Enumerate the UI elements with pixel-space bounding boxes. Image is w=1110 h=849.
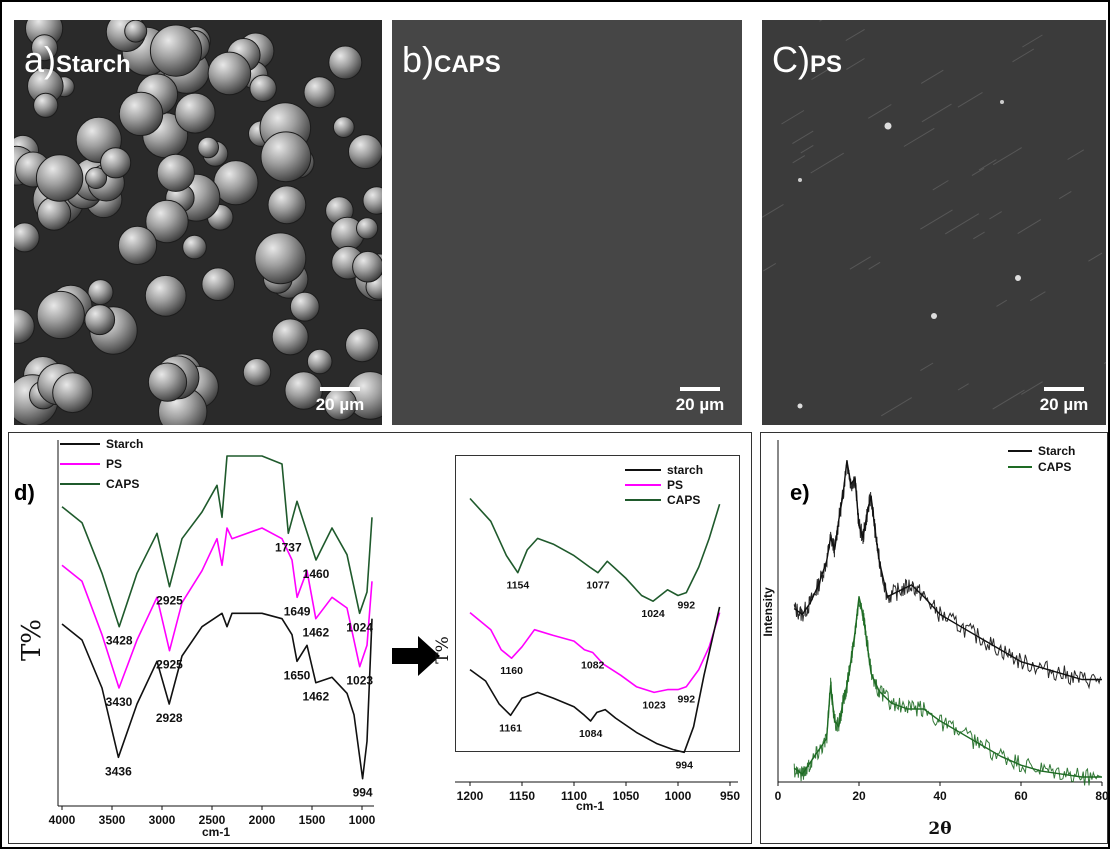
scale-bar-b: 20 µm	[670, 387, 730, 415]
xrd-panel	[760, 432, 1108, 844]
legend-label-starch: Starch	[106, 437, 143, 451]
x-tick-label-60: 60	[1014, 789, 1028, 803]
series-line-caps	[793, 596, 1102, 778]
x-tick-label-1100: 1100	[561, 789, 587, 803]
peak-label-caps-1077: 1077	[586, 580, 610, 592]
series-line-starch	[469, 606, 721, 754]
x-tick-label-2000: 2000	[249, 813, 276, 827]
sem-panel-starch: a)Starch 20 µm	[14, 20, 382, 425]
peak-label-ps-1023: 1023	[642, 699, 666, 711]
series-noise-caps	[793, 599, 1101, 786]
sem-image-starch	[14, 20, 382, 425]
peak-label-caps-1024: 1024	[641, 608, 665, 620]
peak-label-ps-1462: 1462	[302, 626, 329, 640]
x-tick-label-3000: 3000	[149, 813, 176, 827]
ftir-full-chart: d) T% cm-1 4000 3500 3000 2500 2000 1500 1000 …	[14, 437, 376, 839]
series-line-caps	[469, 497, 721, 602]
peak-label-caps-3428: 3428	[106, 634, 133, 648]
scale-bar-a: 20 µm	[310, 387, 370, 415]
peak-label-starch-1462: 1462	[302, 690, 329, 704]
series-line-ps	[469, 611, 721, 694]
peak-label-starch-3436: 3436	[105, 764, 132, 778]
legend-label-caps: CAPS	[106, 477, 139, 491]
x-tick-label-1150: 1150	[509, 789, 535, 803]
ftir-zoom-chart: T% cm-1 1200 1150 1100 1050 1000 950 1154 1077…	[433, 463, 740, 813]
legend-label-ps: PS	[667, 478, 683, 492]
x-tick-label-1200: 1200	[457, 789, 484, 803]
sem-image-ps	[762, 20, 1106, 425]
sem-image-caps	[392, 20, 742, 425]
x-tick-label-0: 0	[775, 789, 782, 803]
xrd-chart: e) Intensity 2θ 0 20 40 60 80 Starch CAPS	[761, 440, 1109, 839]
peak-label-caps-1154: 1154	[506, 580, 529, 592]
x-tick-label-1500: 1500	[299, 813, 326, 827]
series-line-caps	[61, 455, 373, 628]
x-tick-label-1000: 1000	[349, 813, 376, 827]
legend-label-caps: CAPS	[1038, 460, 1071, 474]
zoom-x-label: cm-1	[576, 799, 604, 813]
series-line-starch	[61, 612, 373, 780]
peak-label-ps-3430: 3430	[106, 695, 133, 709]
x-tick-label-80: 80	[1095, 789, 1109, 803]
ftir-y-label: T%	[17, 619, 47, 661]
peak-label-caps-992: 992	[678, 600, 696, 612]
x-tick-label-2500: 2500	[199, 813, 226, 827]
peak-label-ps-1160: 1160	[500, 665, 523, 677]
zoom-y-label: T%	[433, 636, 453, 664]
panel-label-b: b)CAPS	[402, 39, 501, 80]
peak-label-caps-1737: 1737	[275, 540, 302, 554]
x-tick-label-40: 40	[933, 789, 947, 803]
sem-panel-ps: C)PS 20 µm	[762, 20, 1106, 425]
peak-label-ps-1023: 1023	[346, 674, 373, 688]
panel-label-d: d)	[14, 480, 35, 505]
peak-label-caps-2925: 2925	[156, 594, 183, 608]
panel-label-e: e)	[790, 480, 810, 505]
x-tick-label-1000: 1000	[665, 789, 692, 803]
series-line-ps	[61, 527, 373, 689]
legend-label-ps: PS	[106, 457, 122, 471]
legend-label-starch: Starch	[1038, 444, 1075, 458]
peak-label-ps-2925: 2925	[156, 658, 183, 672]
ftir-zoom-box	[455, 455, 740, 752]
peak-label-starch-1650: 1650	[284, 668, 311, 682]
x-tick-label-3500: 3500	[99, 813, 126, 827]
peak-label-starch-2928: 2928	[156, 711, 183, 725]
peak-label-ps-1082: 1082	[581, 660, 605, 672]
peak-label-starch-1084: 1084	[579, 728, 603, 740]
x-tick-label-4000: 4000	[49, 813, 76, 827]
peak-label-ps-992: 992	[678, 694, 696, 706]
peak-label-caps-1460: 1460	[303, 567, 330, 581]
peak-label-starch-994: 994	[675, 759, 693, 771]
series-line-starch	[793, 460, 1102, 681]
peak-label-starch-994: 994	[353, 786, 373, 800]
peak-label-starch-1161: 1161	[499, 722, 522, 734]
scale-bar-c: 20 µm	[1034, 387, 1094, 415]
ftir-x-label: cm-1	[202, 825, 230, 839]
right-arrow-icon	[392, 636, 440, 676]
x-tick-label-20: 20	[852, 789, 866, 803]
legend-label-caps: CAPS	[667, 493, 700, 507]
sem-panel-caps: b)CAPS 20 µm	[392, 20, 742, 425]
xrd-x-label: 2θ	[928, 819, 951, 839]
xrd-y-label: Intensity	[761, 587, 775, 637]
x-tick-label-950: 950	[720, 789, 740, 803]
peak-label-ps-1649: 1649	[284, 604, 311, 618]
legend-label-starch: starch	[667, 463, 703, 477]
peak-label-caps-1024: 1024	[346, 620, 373, 634]
series-noise-starch	[793, 460, 1102, 690]
panel-label-a: a)Starch	[24, 39, 131, 80]
x-tick-label-1050: 1050	[613, 789, 640, 803]
panel-label-c: C)PS	[772, 39, 843, 80]
